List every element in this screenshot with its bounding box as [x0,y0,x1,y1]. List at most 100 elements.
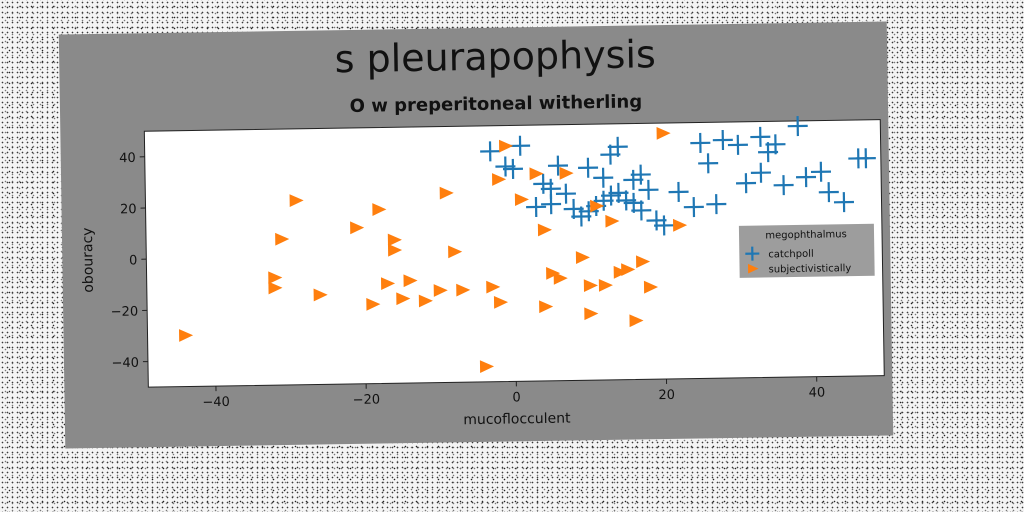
y-tick-label: −20 [111,305,139,320]
chart-figure: s pleurapophysis O w preperitoneal withe… [58,21,894,449]
data-point-catchpoll [796,167,817,188]
data-point-subjectivistically [275,232,290,246]
data-point-subjectivistically [492,173,507,186]
data-point-subjectivistically [372,203,387,216]
data-point-catchpoll [631,200,652,221]
data-point-catchpoll [480,141,501,162]
data-point-catchpoll [712,130,733,151]
data-point-subjectivistically [387,233,402,247]
y-tick-label: −40 [111,356,139,371]
data-point-catchpoll [810,161,831,182]
data-point-subjectivistically [396,292,411,306]
data-point-subjectivistically [546,266,561,280]
data-point-catchpoll [510,135,531,156]
data-point-subjectivistically [439,186,454,200]
data-point-subjectivistically [479,360,495,373]
data-point-catchpoll [638,179,659,200]
data-point-subjectivistically [575,251,590,264]
legend-label: catchpoll [768,249,814,261]
data-point-catchpoll [623,169,644,190]
legend-box [738,223,875,278]
data-point-subjectivistically [643,280,659,294]
data-point-subjectivistically [178,329,194,342]
data-point-subjectivistically [559,166,574,180]
data-point-subjectivistically [605,214,620,228]
data-point-subjectivistically [380,277,396,291]
data-point-catchpoll [750,126,771,147]
data-point-catchpoll [578,157,599,178]
data-point-subjectivistically [629,314,644,328]
x-axis-label: mucoflocculent [463,411,571,429]
chart-subtitle: O w preperitoneal witherling [350,91,643,117]
data-point-subjectivistically [313,288,328,302]
legend-title: megophthalmus [765,229,847,241]
data-point-catchpoll [727,134,748,155]
data-point-subjectivistically [486,280,501,294]
legend-label: subjectivistically [768,263,851,275]
x-tick-label: −40 [202,395,230,410]
data-point-catchpoll [787,116,808,137]
data-point-catchpoll [706,194,727,215]
data-point-subjectivistically [418,294,433,308]
data-point-subjectivistically [672,218,688,232]
legend-marker [745,246,760,261]
chart-title: s pleurapophysis [334,32,656,81]
legend: megophthalmus catchpoll subjectivisticall… [738,223,875,278]
data-point-subjectivistically [621,263,636,277]
data-markers [178,116,876,373]
data-point-subjectivistically [268,271,283,285]
data-point-subjectivistically [553,271,568,285]
data-point-subjectivistically [514,193,529,207]
data-point-subjectivistically [598,278,613,292]
data-point-subjectivistically [493,295,509,309]
data-point-subjectivistically [583,279,598,292]
data-point-catchpoll [526,196,547,217]
data-point-subjectivistically [433,284,448,297]
data-point-subjectivistically [448,245,463,259]
data-point-subjectivistically [366,297,381,311]
data-point-catchpoll [555,183,576,204]
data-point-catchpoll [736,173,757,194]
data-point-subjectivistically [498,139,514,153]
x-tick-label: 40 [809,386,826,401]
data-point-subjectivistically [529,167,544,181]
data-point-catchpoll [833,192,854,213]
y-tick-label: 20 [120,202,137,217]
data-point-catchpoll [668,181,689,202]
data-point-catchpoll [773,175,794,196]
data-point-subjectivistically [456,283,471,297]
data-point-catchpoll [683,197,704,218]
data-point-catchpoll [502,158,523,179]
data-point-catchpoll [541,194,562,215]
y-tick-label: 40 [119,151,136,166]
data-point-subjectivistically [268,281,283,295]
y-tick-label: 0 [129,253,138,268]
legend-marker [747,263,759,274]
data-point-subjectivistically [636,255,651,269]
axis-ticks: −40 −20 0 20 40 −40 −20 0 20 40 [111,151,826,410]
data-point-catchpoll [593,167,614,188]
x-tick-label: −20 [353,393,381,408]
data-point-catchpoll [855,148,876,169]
data-point-subjectivistically [584,307,599,321]
scatter-chart: s pleurapophysis O w preperitoneal withe… [80,32,885,429]
x-tick-label: 20 [658,388,675,403]
x-tick-label: 0 [512,390,521,405]
data-point-catchpoll [698,153,719,174]
data-point-catchpoll [765,134,786,155]
legend-entries: catchpoll subjectivistically [745,246,851,275]
data-point-subjectivistically [350,221,365,235]
data-point-catchpoll [690,132,711,153]
data-point-subjectivistically [289,194,304,208]
data-point-subjectivistically [656,126,671,140]
data-point-catchpoll [571,206,592,227]
data-point-catchpoll [607,136,628,157]
data-point-subjectivistically [539,300,554,314]
y-axis-label: obouracy [80,227,97,292]
data-point-catchpoll [750,162,771,183]
data-point-catchpoll [547,155,568,176]
data-point-catchpoll [654,215,675,236]
data-point-subjectivistically [590,199,605,213]
data-point-subjectivistically [613,265,628,279]
data-point-subjectivistically [387,243,403,257]
